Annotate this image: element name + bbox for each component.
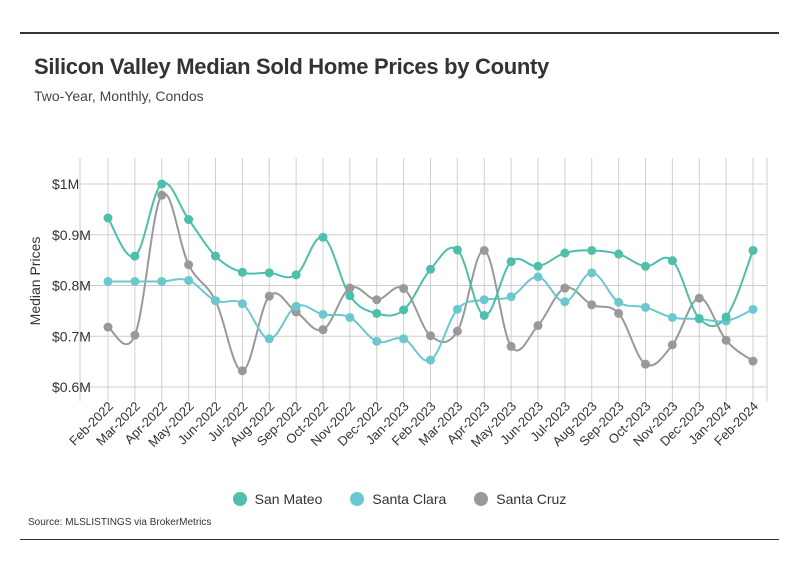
data-point-san-mateo <box>533 261 543 271</box>
data-point-santa-cruz <box>264 291 274 301</box>
data-point-santa-clara <box>479 295 489 305</box>
data-point-santa-clara <box>211 296 220 306</box>
data-point-santa-cruz <box>533 321 543 331</box>
chart-subtitle: Two-Year, Monthly, Condos <box>34 88 204 104</box>
data-point-santa-cruz <box>372 295 382 305</box>
data-point-santa-cruz <box>345 283 355 293</box>
data-point-san-mateo <box>157 179 167 189</box>
legend-label-santa-clara: Santa Clara <box>372 491 447 507</box>
line-chart: $1M $0.9M $0.8M $0.7M $0.6M Feb-2022Mar-2022… <box>27 158 768 450</box>
data-point-san-mateo <box>291 270 301 280</box>
data-point-santa-clara <box>667 312 677 322</box>
legend-swatch-santa-cruz <box>474 492 489 506</box>
chart-title: Silicon Valley Median Sold Home Prices b… <box>34 54 549 79</box>
data-point-san-mateo <box>560 248 570 258</box>
data-point-san-mateo <box>184 215 194 225</box>
data-point-santa-cruz <box>614 308 624 318</box>
data-point-san-mateo <box>614 249 624 259</box>
data-point-santa-cruz <box>721 335 731 345</box>
legend-item-san-mateo[interactable]: San Mateo <box>232 491 323 507</box>
legend-item-santa-cruz[interactable]: Santa Cruz <box>474 491 566 507</box>
y-axis-label: Median Prices <box>27 237 43 326</box>
data-point-san-mateo <box>237 267 247 277</box>
y-tick-labels: $1M $0.9M $0.8M $0.7M $0.6M <box>52 176 91 395</box>
data-point-san-mateo <box>641 261 650 271</box>
bottom-rule <box>20 539 779 540</box>
data-point-santa-clara <box>264 334 274 344</box>
data-point-san-mateo <box>372 308 382 318</box>
data-point-santa-clara <box>426 355 435 365</box>
y-tick-label: $0.6M <box>52 379 91 395</box>
data-point-san-mateo <box>211 251 220 261</box>
data-point-santa-cruz <box>506 341 516 351</box>
legend-label-san-mateo: San Mateo <box>254 491 323 507</box>
data-point-santa-cruz <box>748 356 758 366</box>
data-point-santa-clara <box>641 302 650 312</box>
data-point-san-mateo <box>721 312 731 322</box>
data-point-santa-clara <box>345 312 355 322</box>
y-tick-label: $0.7M <box>52 328 91 344</box>
series-line-santa-cruz <box>107 192 754 372</box>
data-point-santa-clara <box>614 297 624 307</box>
data-point-santa-clara <box>184 275 194 285</box>
data-point-santa-cruz <box>130 330 140 340</box>
data-point-san-mateo <box>506 257 516 267</box>
data-point-santa-cruz <box>641 359 650 369</box>
data-point-san-mateo <box>479 310 489 320</box>
data-point-santa-cruz <box>103 322 113 332</box>
legend-swatch-santa-clara <box>350 492 365 506</box>
data-point-san-mateo <box>318 232 328 242</box>
data-point-santa-clara <box>291 301 301 311</box>
data-point-santa-cruz <box>479 245 489 255</box>
data-point-santa-clara <box>399 334 409 344</box>
data-point-santa-clara <box>130 276 140 286</box>
data-point-san-mateo <box>264 268 274 278</box>
data-point-santa-clara <box>103 276 113 286</box>
data-point-san-mateo <box>694 313 704 323</box>
data-point-santa-clara <box>318 309 328 319</box>
data-point-santa-cruz <box>694 293 704 303</box>
legend-label-santa-cruz: Santa Cruz <box>496 491 567 507</box>
data-point-santa-cruz <box>452 326 462 336</box>
data-point-san-mateo <box>667 256 677 266</box>
data-point-santa-cruz <box>560 283 570 293</box>
y-tick-label: $0.9M <box>52 227 91 243</box>
data-point-santa-cruz <box>399 284 409 294</box>
data-point-san-mateo <box>345 291 355 301</box>
top-rule <box>20 32 779 34</box>
data-point-santa-clara <box>560 297 570 307</box>
data-point-santa-clara <box>157 276 167 286</box>
legend: San Mateo Santa Clara Santa Cruz <box>0 491 799 507</box>
data-point-san-mateo <box>130 251 140 261</box>
legend-item-santa-clara[interactable]: Santa Clara <box>350 491 446 507</box>
data-point-san-mateo <box>399 305 409 315</box>
data-point-santa-clara <box>587 268 597 278</box>
data-point-san-mateo <box>103 213 113 223</box>
data-point-santa-clara <box>748 304 758 314</box>
x-tick-labels: Feb-2022Mar-2022Apr-2022May-2022Jun-2022… <box>66 399 761 450</box>
source-note: Source: MLSLISTINGS via BrokerMetrics <box>28 517 212 528</box>
data-point-santa-clara <box>372 336 382 346</box>
data-point-santa-cruz <box>667 340 677 350</box>
data-point-santa-cruz <box>426 331 435 341</box>
data-point-san-mateo <box>748 245 758 255</box>
series-points <box>103 179 758 376</box>
data-point-santa-cruz <box>587 300 597 310</box>
legend-swatch-san-mateo <box>232 492 247 506</box>
y-tick-label: $0.8M <box>52 278 91 294</box>
data-point-santa-clara <box>533 272 543 282</box>
data-point-santa-cruz <box>237 366 247 376</box>
data-point-santa-cruz <box>318 325 328 335</box>
data-point-santa-clara <box>237 299 247 309</box>
y-tick-label: $1M <box>52 176 79 192</box>
data-point-santa-cruz <box>157 190 167 200</box>
data-point-san-mateo <box>452 245 462 255</box>
data-point-santa-cruz <box>184 260 194 270</box>
data-point-san-mateo <box>587 245 597 255</box>
data-point-san-mateo <box>426 264 435 274</box>
data-point-santa-clara <box>506 292 516 302</box>
data-point-santa-clara <box>452 304 462 314</box>
